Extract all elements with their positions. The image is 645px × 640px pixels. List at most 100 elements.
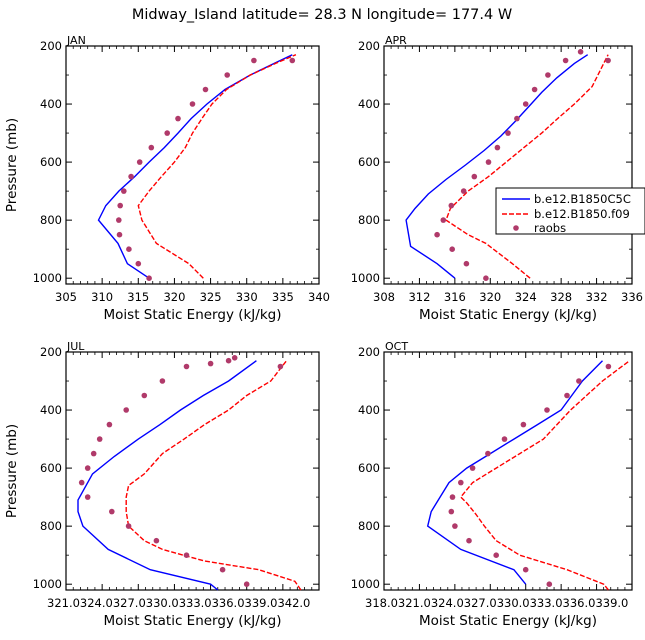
raobs-point (440, 217, 447, 223)
panel-jul: JUL Moist Static Energy (kJ/kg) Pressure… (4, 340, 320, 629)
plot-frame (383, 45, 633, 285)
y-tick-label: 200 (40, 39, 62, 53)
y-tick-label: 1000 (33, 577, 62, 591)
legend-entry-label: b.e12.B1850C5C (534, 192, 631, 206)
legend-entry: raobs (513, 221, 566, 235)
raobs-point (469, 465, 476, 471)
x-tick-labels: 318.0321.0324.0327.0330.0333.0336.0339.0 (365, 596, 628, 610)
raobs-point (463, 260, 470, 267)
raobs-point (605, 363, 612, 370)
legend-marker-sample (513, 225, 519, 231)
y-tick-label: 800 (358, 213, 380, 227)
x-tick-label: 328 (550, 290, 572, 304)
panel-jan: JAN Moist Static Energy (kJ/kg) Pressure… (4, 34, 330, 323)
raobs-point (522, 566, 529, 573)
x-axis-label: Moist Static Energy (kJ/kg) (419, 613, 597, 629)
raobs-point (96, 436, 103, 442)
y-tick-label: 200 (358, 345, 380, 359)
raobs-point (141, 392, 148, 399)
x-tick-label: 332 (586, 290, 608, 304)
raobs-point (183, 552, 190, 558)
raobs-point (84, 465, 91, 471)
raobs-point (501, 436, 508, 442)
panel-title: OCT (385, 340, 408, 353)
raobs-point (514, 115, 520, 122)
series-line-b1850-f09 (137, 54, 297, 279)
x-axis-label: Moist Static Energy (kJ/kg) (104, 307, 282, 323)
raobs-point (448, 508, 455, 515)
x-tick-label: 315 (127, 290, 149, 304)
series-line-b1850c5c (405, 54, 589, 279)
raobs-point (148, 144, 155, 151)
raobs-point (126, 246, 132, 252)
x-tick-label: 325 (200, 290, 222, 304)
raobs-point (277, 363, 284, 370)
raobs-point (117, 202, 123, 209)
y-tick-label: 400 (40, 97, 62, 111)
raobs-point (546, 581, 553, 587)
panel-title: APR (385, 34, 407, 47)
x-tick-label: 310 (91, 290, 113, 304)
raobs-point (207, 360, 214, 367)
legend-entry-label: b.e12.B1850.f09 (534, 207, 630, 221)
raobs-point (109, 508, 115, 515)
x-tick-label: 330 (236, 290, 258, 304)
raobs-point (84, 494, 91, 500)
raobs-point (449, 246, 456, 252)
raobs-point (452, 523, 458, 529)
raobs-point (128, 173, 134, 180)
x-tick-label: 324 (515, 290, 537, 304)
y-tick-label: 1000 (351, 271, 380, 285)
legend-box (495, 187, 645, 235)
raobs-point (520, 421, 527, 428)
raobs-point (485, 159, 492, 165)
raobs-point (183, 363, 190, 370)
raobs-point (576, 378, 582, 384)
raobs-point (564, 392, 570, 399)
raobs-point (135, 260, 142, 267)
y-tick-label: 600 (358, 461, 380, 475)
raobs-point (78, 479, 85, 486)
series-line-b1850-f09 (445, 54, 609, 279)
raobs-point (106, 421, 113, 428)
raobs-point (159, 378, 166, 384)
y-axis-label: Pressure (mb) (4, 118, 20, 212)
series-line-b1850c5c (97, 54, 293, 279)
raobs-point (90, 450, 97, 457)
raobs-point (231, 355, 238, 361)
x-tick-label: 336 (621, 290, 643, 304)
x-tick-label: 312 (408, 290, 430, 304)
y-tick-label: 400 (358, 403, 380, 417)
raobs-point (243, 581, 250, 587)
x-tick-label: 335 (272, 290, 294, 304)
y-axis-label: Pressure (mb) (4, 424, 20, 518)
y-tick-label: 400 (358, 97, 380, 111)
y-tick-label: 800 (40, 213, 62, 227)
raobs-point (153, 537, 160, 544)
panel-oct: OCT Moist Static Energy (kJ/kg) 318.0321… (351, 340, 633, 629)
raobs-point (219, 566, 226, 573)
x-tick-label: 305 (55, 290, 77, 304)
legend-entry: b.e12.B1850C5C (502, 192, 631, 206)
raobs-point (189, 101, 196, 107)
y-tick-label: 1000 (351, 577, 380, 591)
y-tick-label: 1000 (33, 271, 62, 285)
x-axis-label: Moist Static Energy (kJ/kg) (104, 613, 282, 629)
raobs-point (146, 275, 152, 282)
panel-apr: APR Moist Static Energy (kJ/kg) 308 312 31… (351, 34, 643, 323)
raobs-point (577, 49, 584, 55)
x-tick-label: 340 (308, 290, 330, 304)
raobs-point (289, 57, 296, 64)
x-axis-label: Moist Static Energy (kJ/kg) (419, 307, 597, 323)
raobs-point (448, 202, 455, 209)
raobs-point (458, 479, 464, 486)
raobs-point (164, 130, 170, 136)
x-tick-label: 320 (163, 290, 185, 304)
raobs-point (225, 357, 232, 364)
panel-title: JAN (66, 34, 86, 47)
raobs-point (605, 57, 611, 64)
legend: b.e12.B1850C5C b.e12.B1850.f09 raobs (495, 187, 645, 235)
y-tick-label: 600 (40, 155, 62, 169)
raobs-point (494, 144, 501, 151)
